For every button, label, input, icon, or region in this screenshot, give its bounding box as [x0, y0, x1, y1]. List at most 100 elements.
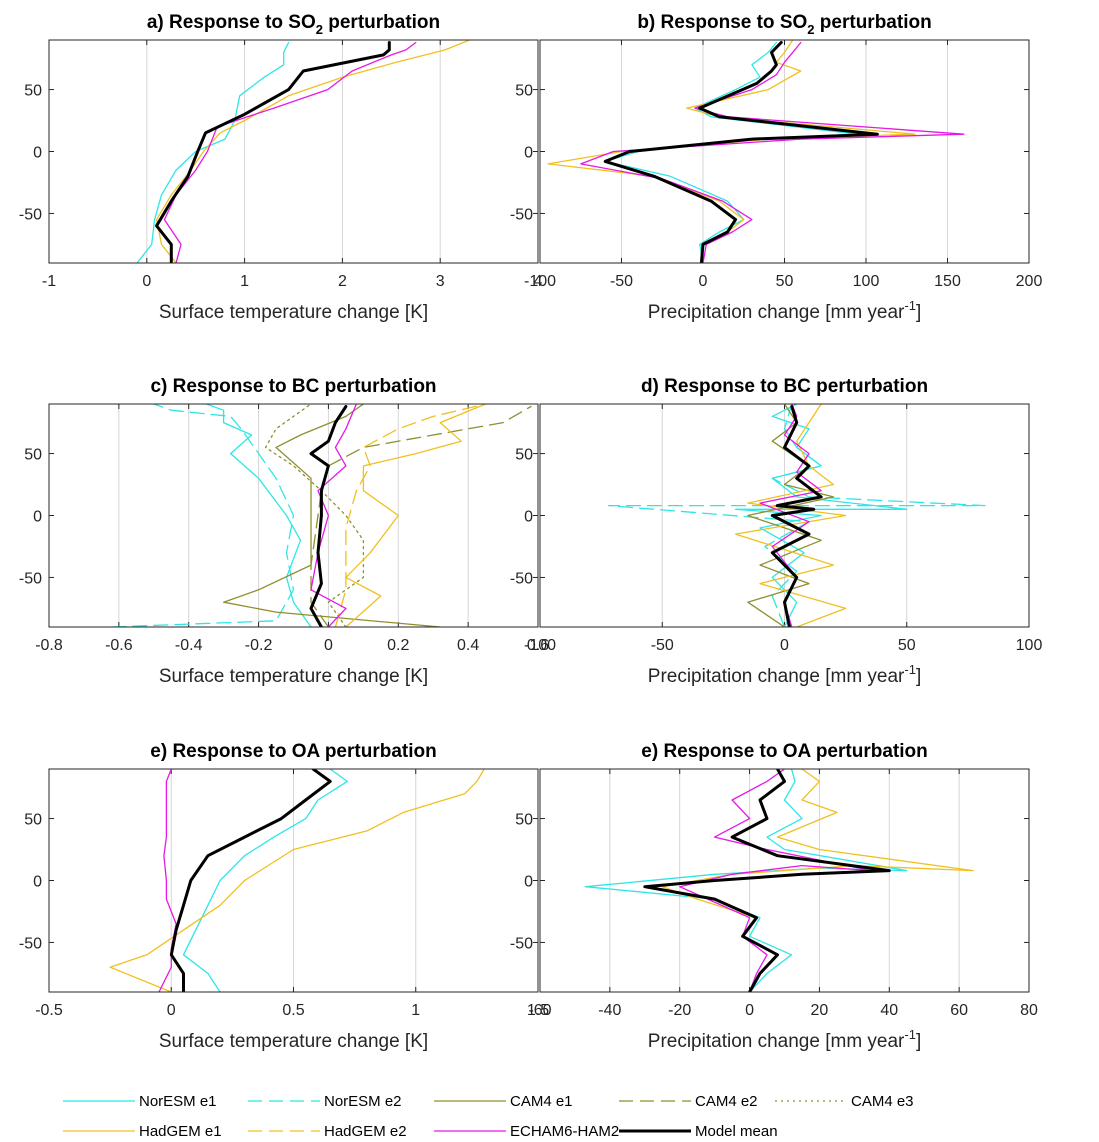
series-line-model-mean [309, 405, 348, 627]
legend-item: NorESM e2 [248, 1093, 402, 1110]
legend-label: ECHAM6-HAM2 [510, 1123, 619, 1140]
legend-item: ECHAM6-HAM2 [434, 1123, 619, 1140]
axes-box [48, 39, 539, 264]
legend: NorESM e1 NorESM e2 CAM4 e1 CAM4 e2 CAM4 e3 H… [63, 1093, 914, 1140]
chart-title: c) Response to BC perturbation [150, 376, 436, 397]
x-tick-label: 2 [338, 273, 347, 290]
series-line-model-mean [603, 41, 879, 263]
x-tick-label: 100 [1016, 637, 1043, 654]
y-tick-label: 0 [524, 874, 533, 891]
y-tick-label: -50 [19, 206, 42, 223]
x-axis-label: Precipitation change [mm year-1] [648, 1027, 921, 1052]
y-tick-label: 0 [524, 509, 533, 526]
y-tick-label: -50 [19, 935, 42, 952]
legend-item: CAM4 e3 [775, 1093, 914, 1110]
chart-panel: -1 0 1 2 3 4 50 0 -50 a) Response to SO2 perturba… [19, 12, 543, 323]
legend-item: Model mean [619, 1123, 778, 1140]
series-line-noresm-e1 [136, 41, 290, 263]
legend-label: NorESM e2 [324, 1093, 402, 1110]
x-tick-label: 0 [324, 637, 333, 654]
series-line-echam6-ham2 [310, 404, 358, 627]
x-tick-label: 3 [436, 273, 445, 290]
x-axis-label: Surface temperature change [K] [159, 302, 428, 323]
x-tick-label: -0.4 [175, 637, 203, 654]
x-tick-label: 0.5 [282, 1002, 304, 1019]
chart-title: e) Response to OA perturbation [641, 741, 927, 762]
series-line-cam4-e3 [264, 404, 365, 627]
x-tick-label: 80 [1020, 1002, 1038, 1019]
series-group [607, 404, 986, 627]
x-tick-label: -1 [42, 273, 56, 290]
chart-panel: -60 -40 -20 0 20 40 60 80 50 0 -50 e) Response to O… [510, 741, 1038, 1052]
x-tick-label: -60 [528, 1002, 551, 1019]
legend-item: CAM4 e1 [434, 1093, 573, 1110]
x-tick-label: 50 [898, 637, 916, 654]
series-group [136, 40, 471, 263]
x-tick-label: 4 [534, 273, 543, 290]
axes-box [48, 403, 539, 628]
x-tick-label: -0.5 [35, 1002, 63, 1019]
axes-box [539, 403, 1030, 628]
y-tick-label: -50 [510, 935, 533, 952]
y-tick-label: 50 [24, 812, 42, 829]
series-line-hadgem-e1 [155, 40, 471, 263]
legend-label: CAM4 e1 [510, 1093, 573, 1110]
series-line-cam4-e1 [222, 404, 441, 627]
series-line-hadgem-e1 [109, 769, 485, 992]
chart-panel: -100 -50 0 50 100 50 0 -50 d) Response to BC per… [510, 376, 1043, 687]
legend-item: CAM4 e2 [619, 1093, 758, 1110]
legend-item: NorESM e1 [63, 1093, 217, 1110]
x-tick-label: -50 [610, 273, 633, 290]
plot-area [49, 40, 538, 263]
series-group [111, 404, 532, 627]
y-tick-label: -50 [510, 206, 533, 223]
plot-area [540, 769, 1029, 992]
x-tick-label: 0 [142, 273, 151, 290]
y-tick-label: -50 [19, 570, 42, 587]
legend-item: HadGEM e1 [63, 1123, 222, 1140]
series-line-noresm-e1 [182, 769, 348, 992]
x-tick-label: -100 [524, 637, 556, 654]
x-tick-label: 0 [745, 1002, 754, 1019]
x-tick-label: 1.5 [527, 1002, 549, 1019]
x-tick-label: 1 [411, 1002, 420, 1019]
x-tick-label: 20 [811, 1002, 829, 1019]
x-tick-label: 1 [240, 273, 249, 290]
y-tick-label: 50 [515, 812, 533, 829]
x-tick-label: -40 [598, 1002, 621, 1019]
series-line-model-mean [155, 41, 391, 263]
series-group [584, 769, 974, 992]
chart-title: d) Response to BC perturbation [641, 376, 928, 397]
y-tick-label: 0 [524, 145, 533, 162]
series-line-noresm-e2 [607, 404, 986, 627]
y-tick-label: 50 [515, 447, 533, 464]
x-tick-label: 0 [699, 273, 708, 290]
y-tick-label: 50 [24, 83, 42, 100]
series-line-echam6-ham2 [580, 41, 965, 263]
x-axis-label: Precipitation change [mm year-1] [648, 298, 921, 323]
chart-panel: -0.8 -0.6 -0.4 -0.2 0 0.2 0.4 0.6 50 0 -50 c) Respo… [19, 376, 549, 687]
x-axis-label: Surface temperature change [K] [159, 666, 428, 687]
x-tick-label: 50 [776, 273, 794, 290]
series-line-model-mean [770, 405, 823, 627]
x-tick-label: -0.6 [105, 637, 133, 654]
x-tick-label: -20 [668, 1002, 691, 1019]
x-tick-label: -50 [651, 637, 674, 654]
x-tick-label: 150 [934, 273, 961, 290]
x-tick-label: 100 [853, 273, 880, 290]
series-line-hadgem-e1 [734, 404, 847, 627]
chart-panel: -100 -50 0 50 100 150 200 50 0 -50 b) Response to … [510, 12, 1043, 323]
x-tick-label: 0.2 [387, 637, 409, 654]
x-tick-label: 0.4 [457, 637, 479, 654]
x-tick-label: 60 [950, 1002, 968, 1019]
chart-title: a) Response to SO2 perturbation [147, 12, 440, 37]
y-tick-label: 50 [515, 83, 533, 100]
x-tick-label: 200 [1016, 273, 1043, 290]
x-axis-label: Precipitation change [mm year-1] [648, 662, 921, 687]
x-tick-label: 0.6 [527, 637, 549, 654]
series-line-hadgem-e1 [345, 404, 487, 627]
x-tick-label: 0 [780, 637, 789, 654]
axes-box [539, 768, 1030, 993]
y-tick-label: 50 [24, 447, 42, 464]
